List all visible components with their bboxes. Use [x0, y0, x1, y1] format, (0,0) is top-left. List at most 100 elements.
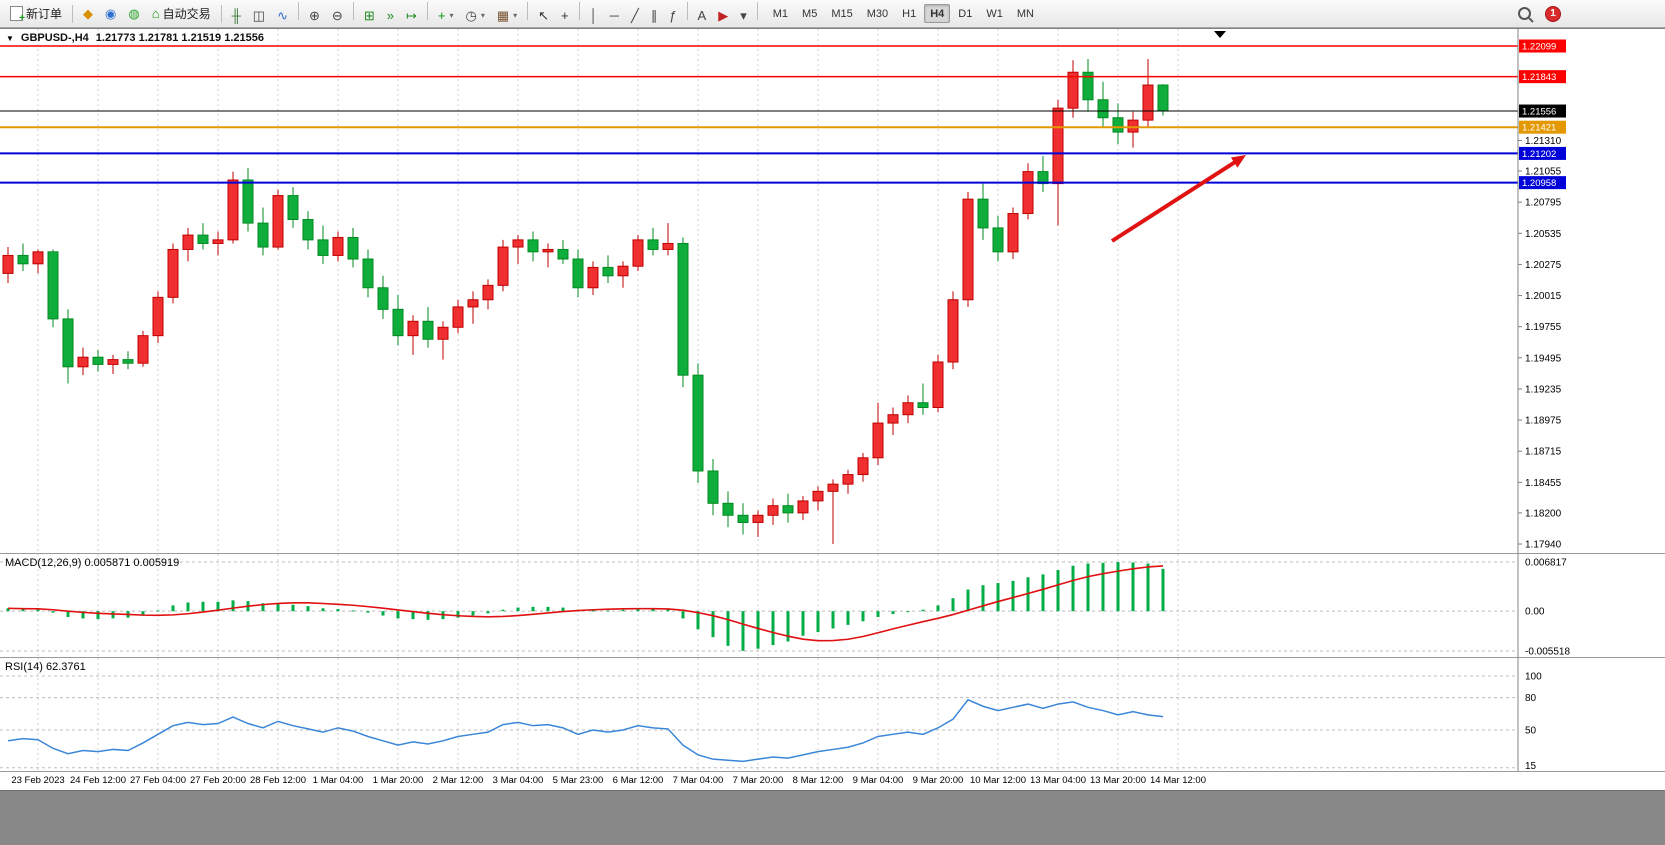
text-icon: A [697, 7, 707, 23]
svg-text:1.21202: 1.21202 [1522, 149, 1556, 160]
horizontal-line-button[interactable]: ─ [605, 5, 624, 26]
templates-dropdown-icon[interactable]: ▾ [513, 10, 518, 20]
fibonacci-button[interactable]: ƒ [664, 5, 681, 26]
chart-shift-icon: ↦ [405, 7, 417, 23]
trendline-button[interactable]: ╱ [626, 5, 644, 26]
templates-icon: ▦ [496, 7, 510, 23]
channel-icon: ∥ [650, 7, 658, 23]
svg-text:-0.005518: -0.005518 [1525, 647, 1570, 658]
timeframe-h1-button[interactable]: H1 [896, 4, 922, 23]
timeframe-d1-button[interactable]: D1 [952, 4, 978, 23]
text-button[interactable]: A [693, 5, 712, 26]
svg-text:1.20958: 1.20958 [1522, 178, 1556, 189]
rsi-chart[interactable]: 100 80 50 15 [0, 658, 1665, 771]
time-label: 2 Mar 12:00 [432, 775, 484, 786]
time-label: 27 Feb 20:00 [190, 775, 246, 786]
panel-separator[interactable] [0, 553, 1665, 554]
macd-chart[interactable]: 0.006817 0.00 -0.005518 [0, 554, 1665, 657]
one-click-trading-toggle[interactable]: ▼ [6, 34, 14, 43]
rsi-panel: 100 80 50 15 RSI(14) 62.3761 [0, 658, 1665, 771]
svg-text:1.18975: 1.18975 [1525, 416, 1562, 427]
svg-text:1.21310: 1.21310 [1525, 136, 1562, 147]
svg-text:80: 80 [1525, 693, 1537, 704]
periods-dropdown-icon[interactable]: ▾ [480, 10, 485, 20]
time-label: 13 Mar 20:00 [1090, 775, 1146, 786]
price-panel: 1.21310 1.21055 1.20795 1.20535 1.20275 1.200… [0, 29, 1665, 553]
chart-symbol-title: GBPUSD-,H4 [20, 32, 89, 44]
timeframe-m5-button[interactable]: M5 [796, 4, 823, 23]
time-axis[interactable]: 23 Feb 2023 24 Feb 12:00 27 Feb 04:00 27 Fe… [0, 772, 1665, 790]
time-label: 1 Mar 20:00 [372, 775, 424, 786]
bar-chart-icon: ╫ [231, 7, 241, 23]
chart-shift-button[interactable]: ↦ [401, 5, 422, 26]
panel-separator[interactable] [0, 657, 1665, 658]
line-chart-button[interactable]: ∿ [272, 5, 293, 26]
toolbar-separator [298, 1, 299, 20]
auto-trading-button[interactable]: ⌂ 自动交易 [147, 3, 216, 24]
timeframe-mn-button[interactable]: MN [1011, 4, 1040, 23]
svg-text:1.19495: 1.19495 [1525, 353, 1562, 364]
svg-text:1.20275: 1.20275 [1525, 260, 1562, 271]
candlestick-chart-button[interactable]: ◫ [248, 5, 270, 26]
market-button[interactable]: ◆ [78, 3, 98, 24]
time-label: 5 Mar 23:00 [552, 775, 604, 786]
timeframe-m30-button[interactable]: M30 [861, 4, 894, 23]
timeframe-h4-button[interactable]: H4 [924, 4, 951, 23]
vertical-line-button[interactable]: │ [585, 5, 603, 26]
horizontal-lines [0, 45, 1518, 184]
svg-text:1.21556: 1.21556 [1522, 107, 1556, 118]
community-button[interactable]: ◍ [123, 3, 144, 24]
timeframe-m15-button[interactable]: M15 [825, 4, 858, 23]
templates-button[interactable]: ▦ ▾ [492, 5, 522, 26]
new-order-icon [10, 6, 25, 24]
timeframe-m1-button[interactable]: M1 [767, 4, 794, 23]
notification-badge[interactable]: 1 [1545, 5, 1561, 22]
toolbar-separator [686, 1, 688, 20]
tool-groups: ╫ ◫ ∿ ⊕ ⊖ ⊞» ↦ + ▾ ◷ ▾ ▦ ▾ ↖ + │ ─ ╱ ∥ ƒ A ▶ ▾ [226, 1, 762, 26]
svg-text:1.21421: 1.21421 [1522, 123, 1556, 134]
rsi-label: RSI(14) 62.3761 [5, 661, 86, 673]
svg-text:15: 15 [1525, 761, 1537, 771]
tile-windows-button[interactable]: ⊞ [359, 5, 380, 26]
channel-button[interactable]: ∥ [646, 5, 663, 26]
toolbar-separator [220, 4, 222, 23]
grid [37, 554, 1179, 657]
macd-scale: 0.006817 0.00 -0.005518 [1525, 558, 1570, 658]
toolbar-separator [756, 1, 758, 20]
svg-text:1.20535: 1.20535 [1525, 229, 1562, 240]
svg-text:100: 100 [1525, 672, 1542, 683]
time-label: 8 Mar 12:00 [792, 775, 844, 786]
toolbar-separator [527, 1, 529, 20]
bar-chart-button[interactable]: ╫ [227, 5, 246, 26]
time-label: 13 Mar 04:00 [1030, 775, 1086, 786]
zoom-in-button[interactable]: ⊕ [304, 5, 325, 26]
zoom-out-button[interactable]: ⊖ [327, 5, 348, 26]
search-button[interactable] [1513, 3, 1536, 24]
signals-button[interactable]: ◉ [100, 3, 121, 24]
auto-trading-label: 自动交易 [162, 7, 211, 21]
shapes-button[interactable]: ▾ [735, 5, 752, 26]
price-chart[interactable]: 1.21310 1.21055 1.20795 1.20535 1.20275 1.200… [0, 29, 1665, 553]
vertical-line-icon: │ [589, 7, 598, 23]
candlestick-chart-icon: ◫ [252, 7, 266, 23]
toolbar-separator [426, 1, 428, 20]
price-axis: 1.21310 1.21055 1.20795 1.20535 1.20275 1.200… [1518, 39, 1566, 551]
time-label: 7 Mar 20:00 [732, 775, 784, 786]
new-order-button[interactable]: 新订单 [5, 3, 67, 24]
timeframe-w1-button[interactable]: W1 [980, 4, 1009, 23]
svg-text:50: 50 [1525, 726, 1537, 737]
arrows-button[interactable]: ▶ [713, 5, 733, 26]
svg-text:1.18200: 1.18200 [1525, 508, 1562, 519]
auto-scroll-button[interactable]: » [382, 5, 399, 26]
indicators-dropdown-icon[interactable]: ▾ [449, 10, 454, 20]
svg-text:1.22099: 1.22099 [1522, 42, 1556, 53]
crosshair-button[interactable]: + [556, 5, 574, 26]
toolbar-separator [352, 1, 354, 20]
periods-button[interactable]: ◷ ▾ [460, 5, 489, 26]
time-label: 3 Mar 04:00 [492, 775, 544, 786]
cursor-button[interactable]: ↖ [533, 5, 554, 26]
main-toolbar: 新订单 ◆◉◍ ⌂ 自动交易 ╫◫∿⊕⊖⊞»↦+▾◷▾▦▾↖+│─╱∥ƒA▶▾ … [0, 0, 1665, 28]
indicators-button[interactable]: + ▾ [433, 5, 459, 26]
rsi-line [7, 698, 1164, 763]
